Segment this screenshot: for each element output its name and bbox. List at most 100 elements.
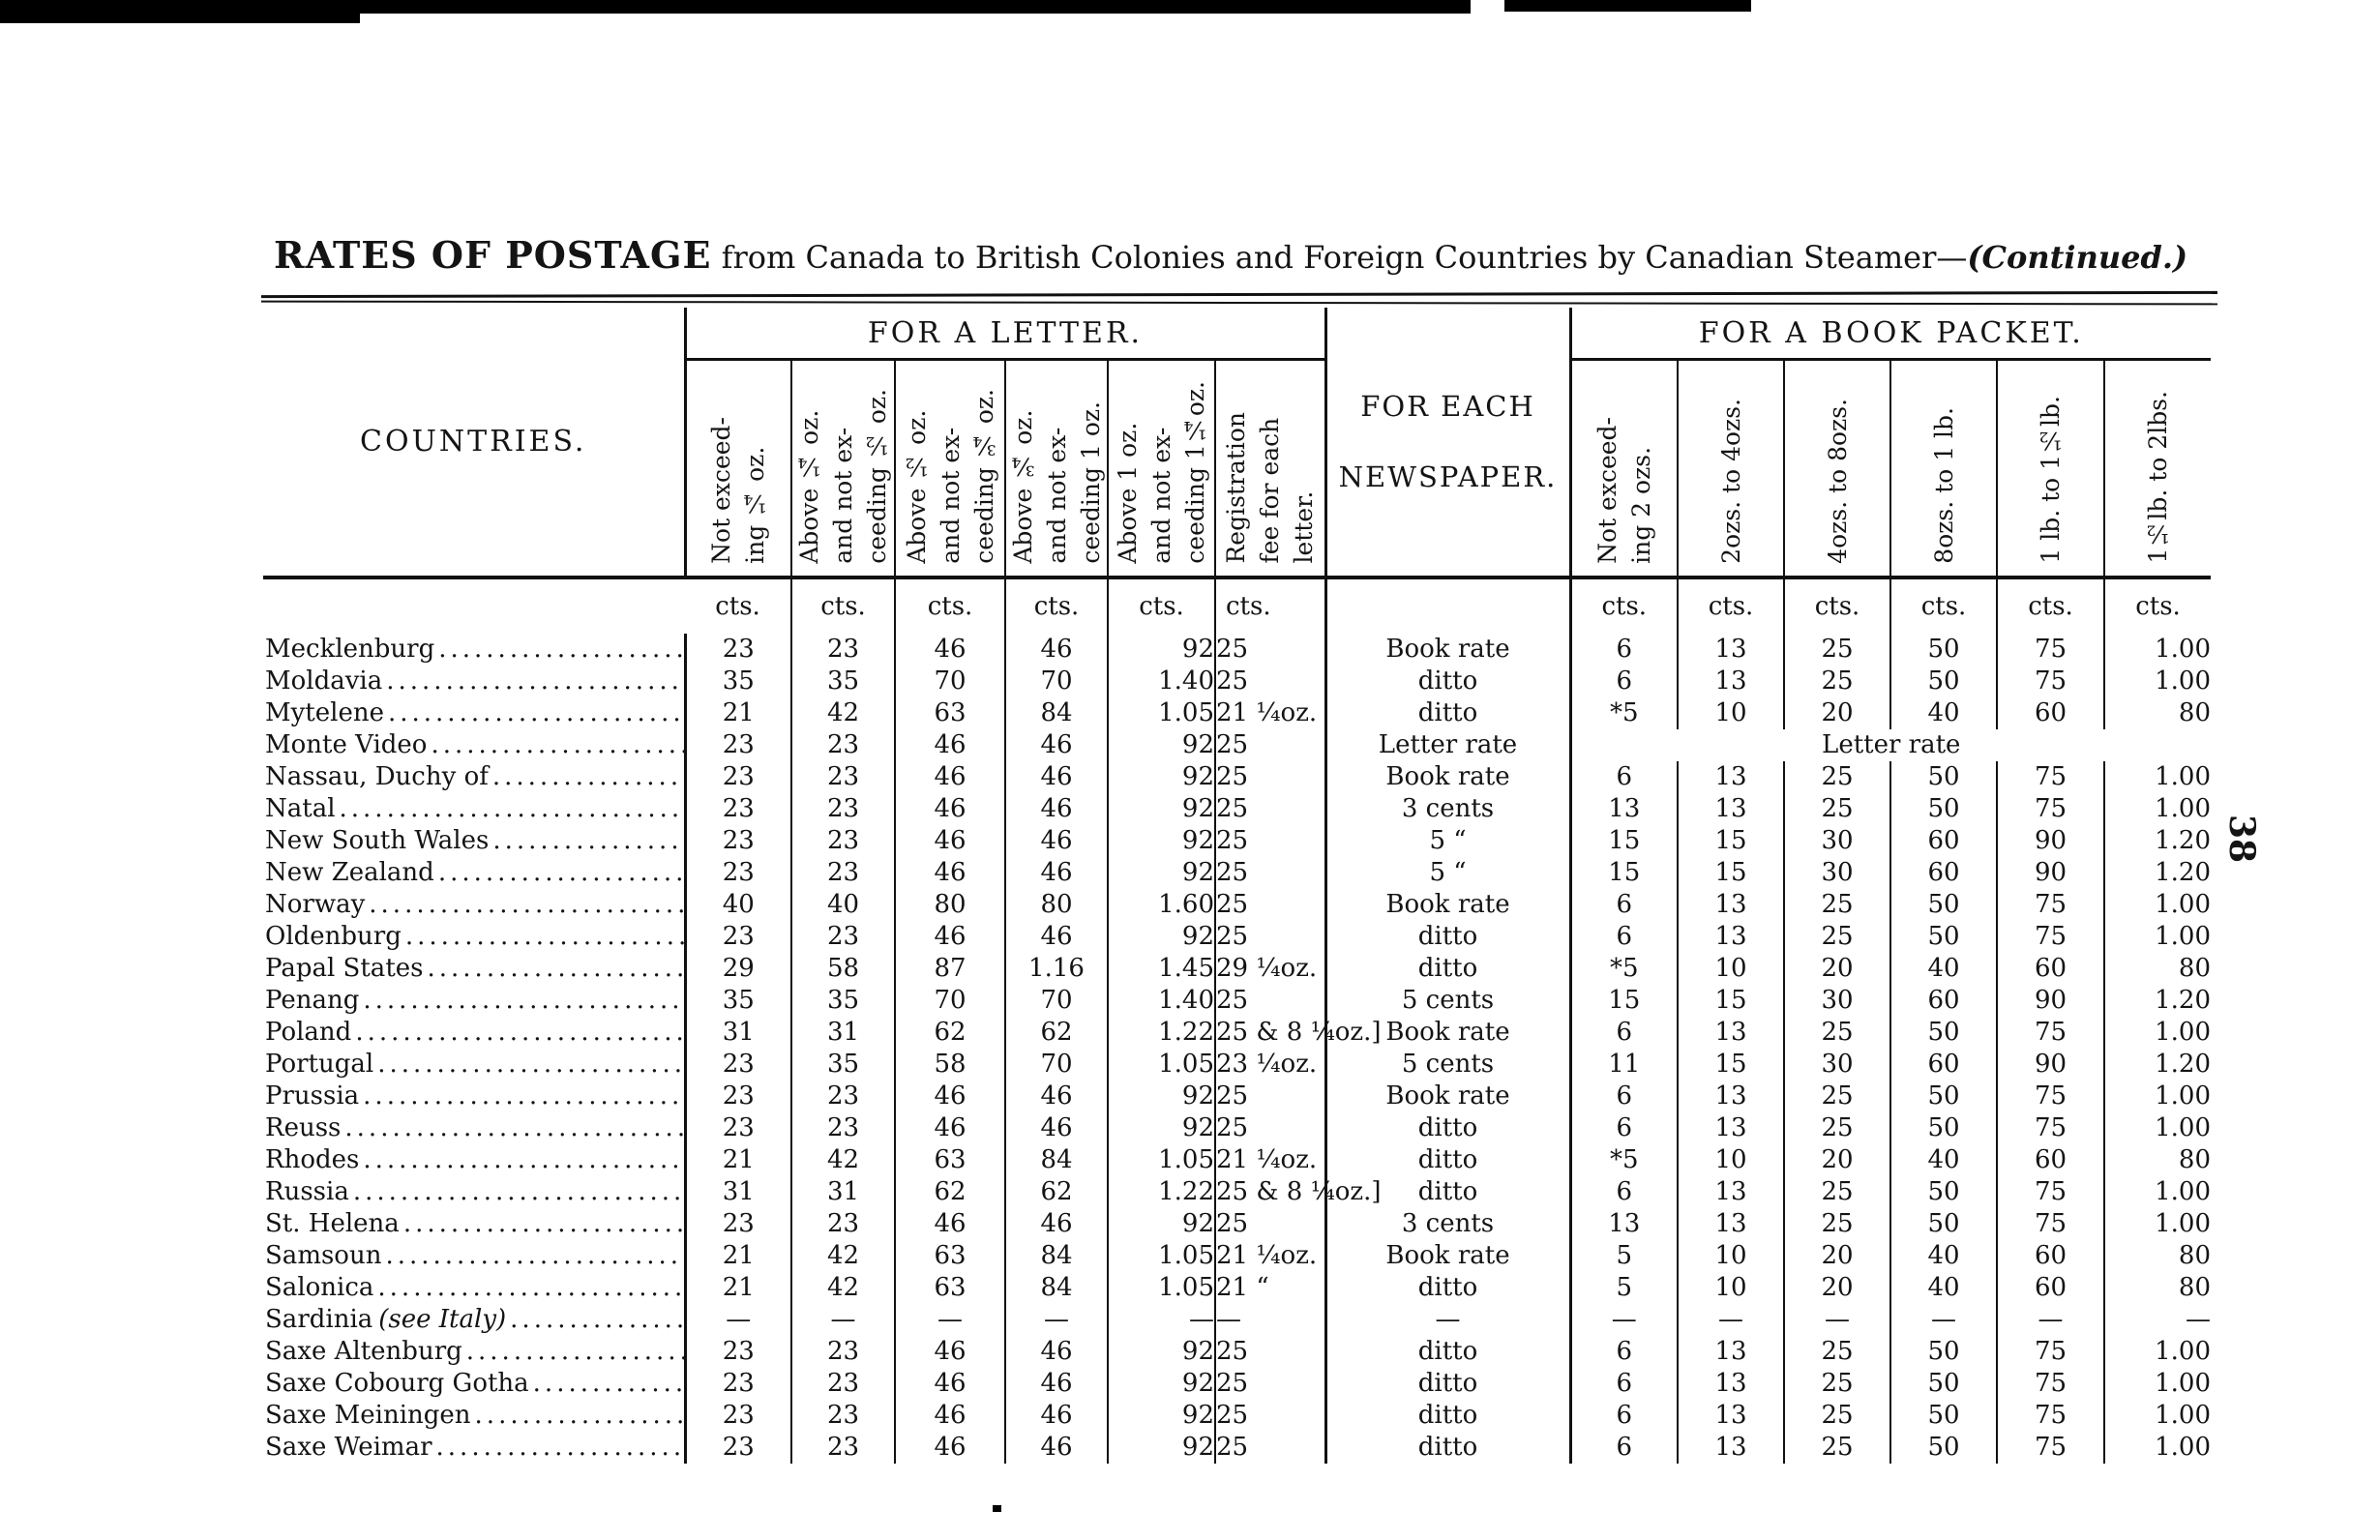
book-packet-rate-cell: 13 xyxy=(1677,1176,1784,1208)
leader-dots xyxy=(341,1112,683,1144)
letter-rate-cell: 80 xyxy=(894,889,1005,921)
book-packet-rate-cell: 50 xyxy=(1889,1432,1997,1464)
letter-rate-cell: 92 xyxy=(1107,1432,1215,1464)
registration-fee-cell: 25 xyxy=(1214,1112,1325,1144)
book-packet-rate-cell: 1.20 xyxy=(2102,857,2212,889)
book-packet-rate-cell: 40 xyxy=(1889,1144,1997,1176)
book-packet-rate-cell: 80 xyxy=(2102,1272,2212,1304)
table-row: Saxe Altenburg232346469225ditto613255075… xyxy=(263,1336,2212,1368)
book-packet-rate-cell: 75 xyxy=(1996,1336,2104,1368)
book-packet-rate-cell: 6 xyxy=(1569,761,1678,793)
country-name-wrap: Norway xyxy=(263,889,684,921)
letter-rate-cell: 46 xyxy=(1004,1368,1108,1400)
newspaper-rate-cell: 3 cents xyxy=(1324,793,1572,825)
letter-rate-cell: 23 xyxy=(684,921,791,953)
book-packet-rate-cell: 50 xyxy=(1889,1112,1997,1144)
country-name: Portugal xyxy=(265,1050,374,1079)
book-packet-rate-cell: 50 xyxy=(1889,1368,1997,1400)
letter-rate-cell: 46 xyxy=(1004,729,1108,761)
letter-rate-cell: 1.40 xyxy=(1107,985,1215,1017)
book-packet-rate-cell: 15 xyxy=(1569,825,1678,857)
leader-dots xyxy=(434,857,684,889)
country-cell: Reuss xyxy=(263,1112,687,1144)
leader-dots xyxy=(336,793,684,825)
letter-col-header-0: Not exceed- ing ¼ oz. xyxy=(685,360,791,578)
book-packet-rate-cell: 15 xyxy=(1677,1049,1784,1081)
book-col-header-3: 8ozs. to 1 lb. xyxy=(1889,359,1997,578)
letter-rate-cell: 1.22 xyxy=(1107,1176,1215,1208)
leader-dots xyxy=(506,1304,683,1336)
leader-dots xyxy=(402,921,684,953)
country-cell: Prussia xyxy=(263,1081,687,1112)
newspaper-rate-cell: 5 “ xyxy=(1324,825,1572,857)
book-packet-rate-cell: 1.00 xyxy=(2102,1432,2212,1464)
letter-rate-cell: — xyxy=(684,1304,791,1336)
letter-col-header-2: Above ½ oz. and not ex- ceeding ¾ oz. xyxy=(894,359,1005,578)
letter-rate-cell: — xyxy=(894,1304,1005,1336)
book-packet-rate-cell: 11 xyxy=(1569,1049,1678,1081)
book-packet-rate-cell: 50 xyxy=(1889,666,1997,697)
book-packet-rate-cell: 25 xyxy=(1783,1336,1890,1368)
book-packet-rate-cell: 30 xyxy=(1783,857,1890,889)
book-packet-rate-cell: 1.20 xyxy=(2102,985,2212,1017)
book-packet-rate-cell: 13 xyxy=(1677,1112,1784,1144)
letter-rate-cell: 31 xyxy=(684,1176,791,1208)
letter-rate-cell: 23 xyxy=(790,793,895,825)
book-packet-rate-cell: 50 xyxy=(1889,793,1997,825)
letter-rate-cell: 58 xyxy=(894,1049,1005,1081)
table-row: Monte Video232346469225Letter rateLetter… xyxy=(263,729,2212,761)
country-name-wrap: Mecklenburg xyxy=(263,634,684,666)
letter-rate-cell: 62 xyxy=(1004,1017,1108,1049)
scan-artifact-bar xyxy=(0,0,360,23)
letter-rate-cell: 46 xyxy=(1004,825,1108,857)
book-packet-rate-cell: 13 xyxy=(1677,666,1784,697)
book-packet-rate-cell: 50 xyxy=(1889,1017,1997,1049)
letter-rate-cell: 46 xyxy=(1004,1081,1108,1112)
book-packet-rate-cell: 90 xyxy=(1996,825,2104,857)
cts-label: cts. xyxy=(894,576,1005,634)
rotated-column-label: Not exceed- ing ¼ oz. xyxy=(707,417,770,564)
country-cell: New Zealand xyxy=(263,857,687,889)
page-number: 38 xyxy=(2221,814,2263,864)
letter-rate-cell: 23 xyxy=(684,1432,791,1464)
book-packet-rate-cell: 13 xyxy=(1677,1400,1784,1432)
book-packet-rate-cell: 80 xyxy=(2102,1144,2212,1176)
page-title-rest: from Canada to British Colonies and Fore… xyxy=(711,239,1968,276)
letter-rate-cell: 1.05 xyxy=(1107,1049,1215,1081)
book-packet-rate-cell: 50 xyxy=(1889,1176,1997,1208)
book-packet-rate-cell: 25 xyxy=(1783,1208,1890,1240)
letter-section-header: FOR A LETTER. xyxy=(685,308,1325,361)
newspaper-rate-cell: Book rate xyxy=(1324,634,1572,666)
leader-dots xyxy=(434,634,683,666)
letter-rate-cell: 23 xyxy=(684,1208,791,1240)
letter-rate-cell: 1.40 xyxy=(1107,666,1215,697)
book-packet-rate-cell: 50 xyxy=(1889,1081,1997,1112)
letter-rate-cell: 35 xyxy=(684,666,791,697)
letter-rate-cell: 35 xyxy=(790,1049,895,1081)
book-packet-rate-cell: 6 xyxy=(1569,1432,1678,1464)
book-packet-rate-cell: 6 xyxy=(1569,1017,1678,1049)
letter-rate-cell: 23 xyxy=(684,1336,791,1368)
book-packet-rate-cell: 50 xyxy=(1889,1208,1997,1240)
book-packet-rate-cell: 25 xyxy=(1783,1112,1890,1144)
country-name: Mecklenburg xyxy=(265,635,435,664)
newspaper-rate-cell: Book rate xyxy=(1324,1017,1572,1049)
country-name-wrap: Russia xyxy=(263,1176,684,1208)
registration-fee-cell: 25 & 8 ¼oz.] xyxy=(1214,1017,1382,1049)
book-packet-rate-cell: 1.00 xyxy=(2102,666,2212,697)
letter-rate-cell: 40 xyxy=(684,889,791,921)
country-name: Norway xyxy=(265,890,366,919)
newspaper-rate-cell: ditto xyxy=(1324,921,1572,953)
book-packet-rate-cell: 90 xyxy=(1996,985,2104,1017)
letter-rate-cell: 70 xyxy=(894,666,1005,697)
cts-spacer xyxy=(1324,576,1572,634)
book-packet-rate-cell: 1.00 xyxy=(2102,1017,2212,1049)
letter-rate-cell: 31 xyxy=(790,1176,895,1208)
letter-rate-cell: 21 xyxy=(684,697,791,729)
registration-fee-cell: 25 xyxy=(1214,1208,1325,1240)
letter-rate-cell: 1.05 xyxy=(1107,697,1215,729)
registration-fee-cell: 25 xyxy=(1214,793,1325,825)
table-row: Saxe Weimar232346469225ditto6132550751.0… xyxy=(263,1432,2212,1464)
